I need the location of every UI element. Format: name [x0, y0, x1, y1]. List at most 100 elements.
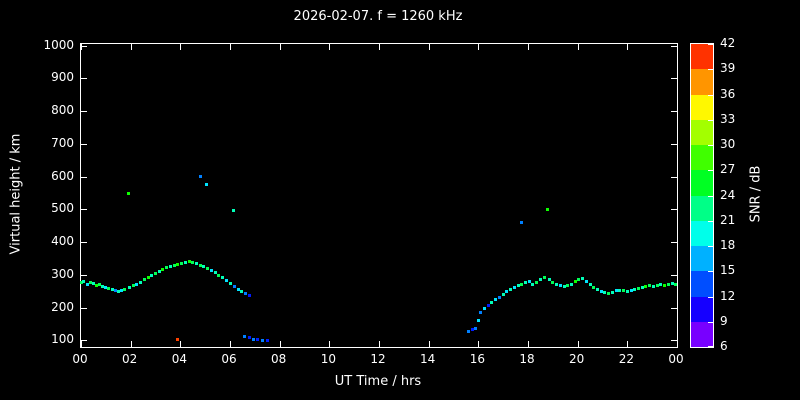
data-point [573, 279, 577, 283]
data-point [625, 290, 629, 294]
y-tick-mark [81, 45, 87, 47]
data-point [265, 338, 269, 342]
colorbar-tick-mark [708, 170, 713, 172]
data-point [139, 280, 143, 284]
data-point [603, 291, 607, 295]
data-point [110, 288, 114, 292]
y-tick-mark [671, 45, 677, 47]
data-point [618, 288, 622, 292]
colorbar-tick-label: 15 [720, 263, 736, 278]
colorbar-tick-mark [708, 246, 713, 247]
data-point [592, 285, 596, 289]
data-point [520, 282, 524, 286]
colorbar-tick-mark [708, 119, 713, 121]
data-point [94, 283, 98, 287]
data-point [119, 289, 123, 293]
data-point [202, 264, 206, 268]
y-tick-mark [81, 242, 87, 244]
data-point [165, 266, 169, 270]
data-point [542, 276, 546, 280]
x-tick-mark [279, 44, 281, 50]
data-point [150, 274, 154, 278]
data-point [558, 283, 562, 287]
colorbar-segment [691, 296, 713, 322]
chart-title: 2026-02-07. f = 1260 kHz [293, 9, 463, 24]
y-tick-mark [671, 143, 677, 145]
data-point [113, 289, 117, 293]
data-point [247, 336, 251, 340]
x-tick-mark [379, 341, 380, 347]
colorbar-tick-mark [708, 44, 713, 45]
x-tick-label: 22 [618, 352, 634, 366]
colorbar-segment [691, 94, 713, 120]
y-tick-mark [81, 78, 87, 80]
data-point [260, 338, 264, 342]
x-tick-mark [627, 341, 629, 347]
data-point [161, 267, 165, 271]
data-point [629, 289, 633, 293]
x-tick-mark [180, 44, 182, 50]
data-point [213, 271, 217, 275]
x-tick-mark [677, 44, 678, 50]
colorbar-tick-mark [708, 94, 713, 96]
x-tick-mark [81, 341, 82, 347]
colorbar-segment [691, 43, 713, 70]
x-tick-mark [478, 44, 480, 50]
data-point [674, 282, 678, 286]
y-tick-label: 200 [51, 299, 74, 314]
colorbar-tick-label: 18 [720, 238, 736, 252]
data-point [232, 284, 236, 288]
data-point [486, 303, 490, 307]
data-point [588, 282, 592, 286]
colorbar-tick-label: 39 [720, 61, 736, 76]
x-tick-mark [279, 341, 281, 347]
data-point [209, 269, 213, 273]
x-tick-mark [329, 341, 331, 347]
data-point [217, 274, 221, 278]
data-point [546, 207, 550, 211]
data-point [577, 277, 581, 281]
y-tick-mark [671, 242, 677, 244]
colorbar-tick-mark [708, 220, 713, 222]
data-point [183, 260, 187, 264]
x-tick-mark [528, 44, 529, 50]
x-tick-label: 18 [519, 352, 535, 366]
data-point [82, 279, 86, 283]
data-point [524, 280, 528, 284]
y-tick-label: 700 [51, 135, 74, 150]
colorbar-tick-mark [708, 346, 713, 347]
y-tick-mark [671, 176, 677, 178]
x-tick-label: 00 [668, 352, 684, 366]
data-point [637, 286, 640, 290]
data-point [228, 281, 232, 285]
data-point [622, 289, 626, 293]
x-tick-mark [428, 341, 430, 347]
colorbar-tick-label: 9 [720, 313, 728, 328]
colorbar-tick-label: 21 [720, 212, 736, 227]
x-tick-mark [230, 44, 231, 50]
colorbar-tick-label: 24 [720, 187, 736, 202]
x-tick-mark [577, 44, 579, 50]
y-tick-mark [81, 143, 87, 145]
y-tick-mark [81, 340, 87, 342]
y-tick-mark [81, 307, 87, 309]
x-tick-label: 14 [420, 352, 436, 366]
data-point [599, 289, 603, 293]
x-tick-label: 00 [72, 352, 88, 366]
data-point [116, 289, 120, 293]
colorbar-tick-mark [708, 145, 713, 146]
y-tick-label: 1000 [43, 37, 74, 52]
data-point [607, 291, 611, 295]
plot-area [79, 43, 678, 348]
data-point [142, 278, 146, 282]
x-tick-label: 06 [221, 352, 237, 366]
data-point [79, 281, 83, 285]
x-tick-mark [478, 341, 480, 347]
data-point [198, 175, 202, 179]
data-point [644, 284, 648, 288]
data-point [651, 284, 655, 288]
data-point [191, 260, 195, 264]
data-point [255, 338, 259, 342]
colorbar [690, 43, 714, 348]
colorbar-tick-label: 30 [720, 137, 736, 151]
